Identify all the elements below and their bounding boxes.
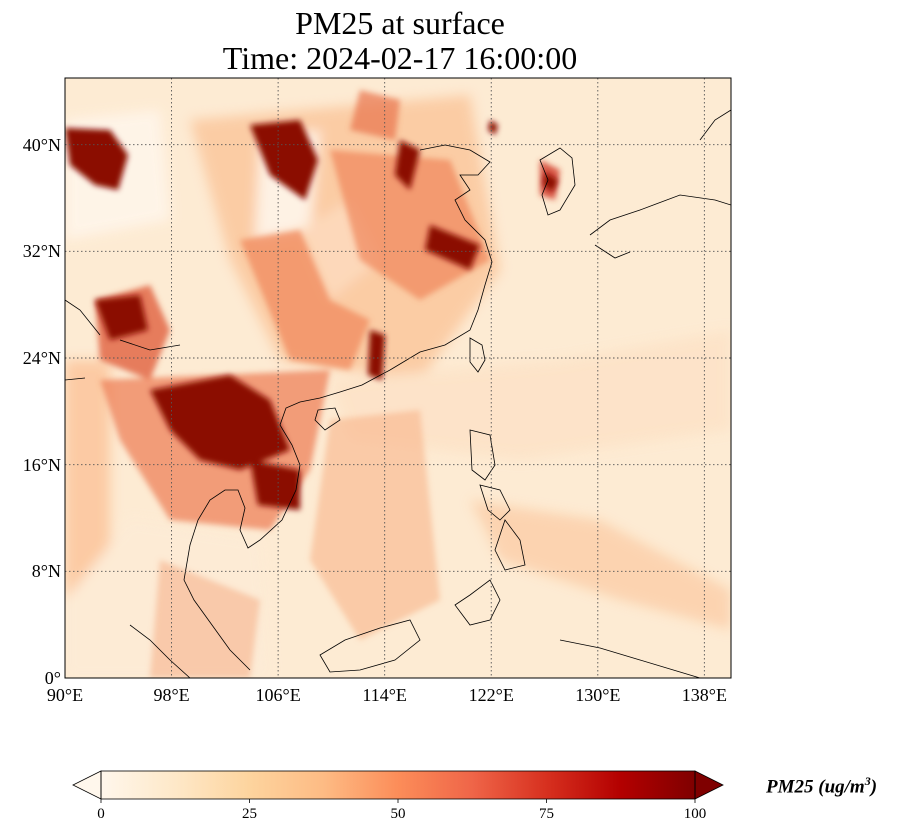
map-frame — [64, 77, 732, 679]
lon-tick-label: 114°E — [362, 685, 407, 705]
lat-tick-label: 0° — [44, 668, 61, 688]
colorbar-title: PM25 (ug/m3) — [766, 774, 877, 798]
colorbar-gradient — [101, 771, 695, 799]
lon-tick-label: 122°E — [468, 685, 514, 705]
colorbar-tick-label: 25 — [242, 806, 257, 822]
colorbar-tick-label: 0 — [97, 806, 105, 822]
lon-tick-label: 90°E — [46, 685, 84, 705]
colorbar-tick-label: 75 — [539, 806, 554, 822]
map-title: PM25 at surface — [295, 5, 505, 41]
colorbar-title-text: PM25 (ug/m — [766, 776, 865, 798]
pm25-field — [65, 78, 731, 678]
gridlines — [65, 78, 731, 678]
lat-tick-label: 16°N — [22, 454, 61, 475]
coastlines — [65, 109, 731, 678]
colorbar-extend-max — [694, 770, 724, 800]
map-time-subtitle: Time: 2024-02-17 16:00:00 — [222, 40, 578, 76]
lon-tick-label: 106°E — [255, 685, 301, 705]
colorbar-tick-label: 100 — [683, 806, 707, 822]
lat-tick-label: 24°N — [22, 348, 61, 368]
lon-tick-label: 130°E — [575, 685, 621, 705]
lat-tick-label: 8°N — [31, 561, 61, 582]
colorbar-tick-label: 50 — [390, 806, 406, 822]
colorbar-title-close: ) — [870, 776, 878, 798]
colorbar-extend-min — [72, 770, 102, 800]
lon-tick-label: 138°E — [681, 685, 727, 705]
colorbar-title-exponent: 3 — [864, 774, 871, 788]
lon-tick-label: 98°E — [153, 685, 190, 705]
lat-tick-label: 40°N — [22, 134, 61, 155]
colorbar — [72, 770, 724, 803]
lat-tick-label: 32°N — [22, 241, 61, 262]
